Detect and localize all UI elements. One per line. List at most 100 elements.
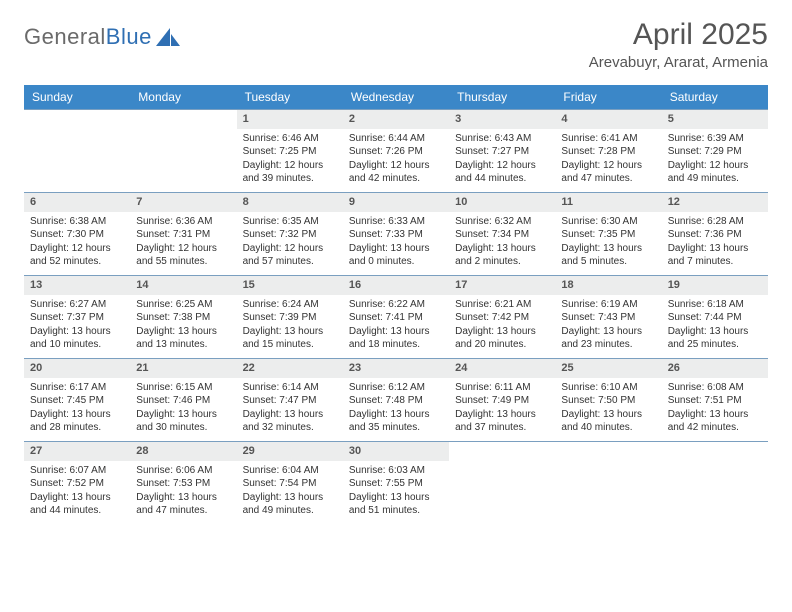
sunset-text: Sunset: 7:32 PM — [243, 228, 337, 242]
day-cell: 30Sunrise: 6:03 AMSunset: 7:55 PMDayligh… — [343, 442, 449, 524]
day-number: 5 — [662, 110, 768, 129]
day-body: Sunrise: 6:28 AMSunset: 7:36 PMDaylight:… — [662, 212, 768, 275]
sunset-text: Sunset: 7:46 PM — [136, 394, 230, 408]
day-body: Sunrise: 6:25 AMSunset: 7:38 PMDaylight:… — [130, 295, 236, 358]
day-number: 24 — [449, 359, 555, 378]
daylight-text: Daylight: 12 hours and 49 minutes. — [668, 159, 762, 186]
sunrise-text: Sunrise: 6:24 AM — [243, 298, 337, 312]
day-number: 17 — [449, 276, 555, 295]
day-number: 10 — [449, 193, 555, 212]
title-block: April 2025 Arevabuyr, Ararat, Armenia — [589, 18, 768, 71]
day-number: 12 — [662, 193, 768, 212]
sunset-text: Sunset: 7:25 PM — [243, 145, 337, 159]
day-number: 14 — [130, 276, 236, 295]
daylight-text: Daylight: 12 hours and 52 minutes. — [30, 242, 124, 269]
day-number: 7 — [130, 193, 236, 212]
day-cell: 15Sunrise: 6:24 AMSunset: 7:39 PMDayligh… — [237, 276, 343, 358]
sunset-text: Sunset: 7:43 PM — [561, 311, 655, 325]
day-cell: 4Sunrise: 6:41 AMSunset: 7:28 PMDaylight… — [555, 110, 661, 192]
day-body: Sunrise: 6:18 AMSunset: 7:44 PMDaylight:… — [662, 295, 768, 358]
sunset-text: Sunset: 7:50 PM — [561, 394, 655, 408]
day-number: 21 — [130, 359, 236, 378]
sunrise-text: Sunrise: 6:14 AM — [243, 381, 337, 395]
day-cell: 13Sunrise: 6:27 AMSunset: 7:37 PMDayligh… — [24, 276, 130, 358]
sunrise-text: Sunrise: 6:17 AM — [30, 381, 124, 395]
header: GeneralBlue April 2025 Arevabuyr, Ararat… — [24, 18, 768, 71]
daylight-text: Daylight: 12 hours and 39 minutes. — [243, 159, 337, 186]
daylight-text: Daylight: 13 hours and 23 minutes. — [561, 325, 655, 352]
logo-text: GeneralBlue — [24, 24, 152, 50]
page: GeneralBlue April 2025 Arevabuyr, Ararat… — [0, 0, 792, 542]
day-cell — [662, 442, 768, 524]
sunset-text: Sunset: 7:26 PM — [349, 145, 443, 159]
day-body — [555, 461, 661, 470]
daylight-text: Daylight: 13 hours and 28 minutes. — [30, 408, 124, 435]
sunset-text: Sunset: 7:34 PM — [455, 228, 549, 242]
sunrise-text: Sunrise: 6:28 AM — [668, 215, 762, 229]
week-row: 1Sunrise: 6:46 AMSunset: 7:25 PMDaylight… — [24, 109, 768, 192]
day-cell: 12Sunrise: 6:28 AMSunset: 7:36 PMDayligh… — [662, 193, 768, 275]
sunset-text: Sunset: 7:54 PM — [243, 477, 337, 491]
day-cell: 6Sunrise: 6:38 AMSunset: 7:30 PMDaylight… — [24, 193, 130, 275]
day-cell: 27Sunrise: 6:07 AMSunset: 7:52 PMDayligh… — [24, 442, 130, 524]
day-cell: 21Sunrise: 6:15 AMSunset: 7:46 PMDayligh… — [130, 359, 236, 441]
sunrise-text: Sunrise: 6:22 AM — [349, 298, 443, 312]
sunrise-text: Sunrise: 6:30 AM — [561, 215, 655, 229]
sunset-text: Sunset: 7:44 PM — [668, 311, 762, 325]
daylight-text: Daylight: 13 hours and 40 minutes. — [561, 408, 655, 435]
day-body: Sunrise: 6:19 AMSunset: 7:43 PMDaylight:… — [555, 295, 661, 358]
weekday-cell: Friday — [555, 85, 661, 109]
day-cell: 2Sunrise: 6:44 AMSunset: 7:26 PMDaylight… — [343, 110, 449, 192]
day-body: Sunrise: 6:22 AMSunset: 7:41 PMDaylight:… — [343, 295, 449, 358]
weekday-cell: Wednesday — [343, 85, 449, 109]
sunset-text: Sunset: 7:38 PM — [136, 311, 230, 325]
day-body: Sunrise: 6:39 AMSunset: 7:29 PMDaylight:… — [662, 129, 768, 192]
day-number: 15 — [237, 276, 343, 295]
sunrise-text: Sunrise: 6:27 AM — [30, 298, 124, 312]
day-number: 13 — [24, 276, 130, 295]
sunset-text: Sunset: 7:28 PM — [561, 145, 655, 159]
sunset-text: Sunset: 7:42 PM — [455, 311, 549, 325]
sunrise-text: Sunrise: 6:06 AM — [136, 464, 230, 478]
sunset-text: Sunset: 7:48 PM — [349, 394, 443, 408]
day-cell — [24, 110, 130, 192]
day-number: 4 — [555, 110, 661, 129]
day-cell: 20Sunrise: 6:17 AMSunset: 7:45 PMDayligh… — [24, 359, 130, 441]
sunset-text: Sunset: 7:36 PM — [668, 228, 762, 242]
week-row: 13 Sunrise: 6:27 AMSunset: 7:37 PM Dayligh… — [24, 275, 768, 358]
sunrise-text: Sunrise: 6:12 AM — [349, 381, 443, 395]
sunset-text: Sunset: 7:37 PM — [30, 311, 124, 325]
sunrise-text: Sunrise: 6:25 AM — [136, 298, 230, 312]
sunrise-text: Sunrise: 6:39 AM — [668, 132, 762, 146]
day-body: Sunrise: 6:03 AMSunset: 7:55 PMDaylight:… — [343, 461, 449, 524]
sunset-text: Sunset: 7:55 PM — [349, 477, 443, 491]
sunrise-text: Sunrise: 6:36 AM — [136, 215, 230, 229]
week-row: 20Sunrise: 6:17 AMSunset: 7:45 PMDayligh… — [24, 358, 768, 441]
daylight-text: Daylight: 13 hours and 51 minutes. — [349, 491, 443, 518]
day-body: Sunrise: 6:43 AMSunset: 7:27 PMDaylight:… — [449, 129, 555, 192]
day-number: 11 — [555, 193, 661, 212]
day-body: Sunrise: 6:41 AMSunset: 7:28 PMDaylight:… — [555, 129, 661, 192]
day-body — [24, 129, 130, 138]
day-body: Sunrise: 6:36 AMSunset: 7:31 PMDaylight:… — [130, 212, 236, 275]
day-number: 22 — [237, 359, 343, 378]
daylight-text: Daylight: 13 hours and 0 minutes. — [349, 242, 443, 269]
day-cell: 9Sunrise: 6:33 AMSunset: 7:33 PMDaylight… — [343, 193, 449, 275]
day-number — [24, 110, 130, 129]
day-cell: 24Sunrise: 6:11 AMSunset: 7:49 PMDayligh… — [449, 359, 555, 441]
day-cell: 7Sunrise: 6:36 AMSunset: 7:31 PMDaylight… — [130, 193, 236, 275]
day-number: 19 — [662, 276, 768, 295]
day-body: Sunrise: 6:33 AMSunset: 7:33 PMDaylight:… — [343, 212, 449, 275]
day-body: Sunrise: 6:08 AMSunset: 7:51 PMDaylight:… — [662, 378, 768, 441]
sunrise-text: Sunrise: 6:18 AM — [668, 298, 762, 312]
sunrise-text: Sunrise: 6:35 AM — [243, 215, 337, 229]
week-row: 6Sunrise: 6:38 AMSunset: 7:30 PMDaylight… — [24, 192, 768, 275]
day-body: Sunrise: 6:14 AMSunset: 7:47 PMDaylight:… — [237, 378, 343, 441]
day-cell: 8Sunrise: 6:35 AMSunset: 7:32 PMDaylight… — [237, 193, 343, 275]
daylight-text: Daylight: 12 hours and 55 minutes. — [136, 242, 230, 269]
sunset-text: Sunset: 7:41 PM — [349, 311, 443, 325]
daylight-text: Daylight: 13 hours and 7 minutes. — [668, 242, 762, 269]
sunrise-text: Sunrise: 6:46 AM — [243, 132, 337, 146]
weekday-header-row: SundayMondayTuesdayWednesdayThursdayFrid… — [24, 85, 768, 109]
day-cell — [449, 442, 555, 524]
